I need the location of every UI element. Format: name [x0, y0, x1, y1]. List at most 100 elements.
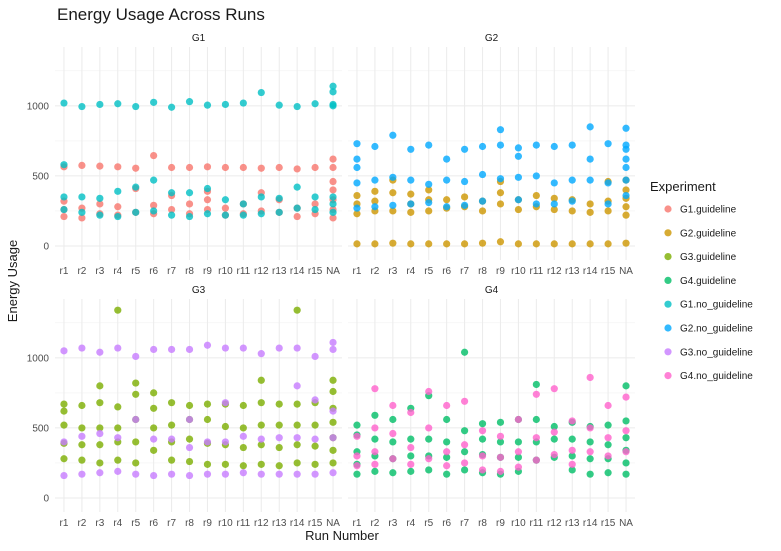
data-point: [132, 352, 140, 361]
data-point: [185, 401, 194, 410]
data-point: [114, 467, 122, 475]
data-point: [185, 443, 194, 452]
data-point: [96, 424, 104, 432]
data-point: [460, 177, 469, 186]
data-point: [586, 438, 594, 446]
data-point: [275, 434, 283, 442]
data-point: [622, 448, 630, 456]
x-tick-label: r10: [511, 518, 526, 529]
legend-key: [664, 372, 672, 380]
data-point: [329, 177, 337, 186]
data-point: [275, 443, 283, 452]
data-point: [460, 459, 469, 467]
facet-strip-label: G2: [485, 33, 499, 44]
data-point: [293, 306, 301, 314]
data-point: [239, 469, 247, 477]
data-point: [568, 452, 576, 460]
data-point: [257, 193, 265, 201]
data-point: [203, 101, 212, 109]
data-point: [496, 126, 505, 134]
data-point: [311, 205, 319, 214]
x-tick-label: r6: [442, 266, 451, 277]
legend-item: G4.guideline: [664, 276, 737, 287]
legend-key: [664, 253, 672, 261]
x-tick-label: r3: [95, 266, 104, 277]
data-point: [329, 208, 337, 216]
data-point: [496, 418, 505, 426]
data-point: [132, 183, 140, 191]
data-point: [407, 452, 415, 460]
data-point: [550, 240, 558, 248]
data-point: [407, 460, 415, 468]
legend: Experiment G1.guideline G2.guideline G3.gu…: [650, 179, 753, 382]
data-point: [185, 163, 194, 172]
data-point: [622, 155, 630, 163]
data-point: [389, 455, 397, 463]
y-tick-label: 500: [32, 423, 49, 434]
data-point: [239, 163, 247, 172]
data-point: [275, 194, 283, 202]
data-point: [329, 407, 337, 415]
data-point: [114, 434, 122, 442]
data-point: [460, 441, 469, 449]
data-point: [96, 469, 104, 477]
data-point: [150, 424, 158, 432]
data-point: [311, 435, 319, 443]
data-point: [460, 240, 469, 248]
data-point: [60, 407, 68, 415]
data-point: [353, 452, 361, 460]
data-point: [604, 421, 612, 429]
data-point: [568, 446, 576, 454]
data-point: [443, 196, 451, 204]
legend-label: G2.no_guideline: [680, 324, 753, 335]
data-point: [78, 161, 86, 170]
data-point: [478, 435, 487, 443]
x-tick-label: r5: [424, 518, 433, 529]
x-tick-label: r8: [185, 266, 194, 277]
data-point: [257, 164, 265, 172]
data-point: [514, 415, 523, 424]
data-point: [443, 155, 451, 163]
x-tick-label: r8: [185, 518, 194, 529]
x-tick-label: r4: [406, 266, 415, 277]
data-point: [568, 176, 576, 184]
data-point: [311, 200, 319, 208]
data-point: [60, 471, 68, 480]
data-point: [96, 162, 104, 170]
data-point: [221, 204, 230, 212]
data-point: [311, 460, 319, 468]
x-tick-label: r15: [601, 266, 616, 277]
data-point: [221, 196, 230, 204]
data-point: [568, 435, 576, 443]
data-point: [239, 99, 247, 107]
data-point: [460, 427, 469, 435]
data-point: [150, 98, 158, 106]
x-tick-label: r10: [218, 518, 233, 529]
data-point: [185, 415, 194, 424]
x-tick-label: r7: [460, 518, 469, 529]
data-point: [293, 421, 301, 429]
data-point: [132, 102, 140, 111]
panel-g4: G4 r1 r2 r3 r4 r5 r6 r7 r8 r9 r10 r11 r12 r13 r14 r15 NA: [348, 285, 635, 529]
data-point: [604, 452, 612, 460]
data-point: [496, 467, 505, 475]
data-point: [371, 197, 379, 205]
x-tick-label: r11: [529, 266, 543, 277]
x-tick-label: r12: [547, 266, 562, 277]
x-tick-label: r1: [60, 518, 69, 529]
data-point: [496, 175, 505, 183]
data-point: [239, 462, 247, 470]
legend-key: [664, 205, 672, 213]
x-tick-label: r5: [131, 518, 140, 529]
data-point: [550, 179, 558, 187]
facet-strip-label: G4: [485, 285, 499, 296]
x-tick-label: r10: [511, 266, 526, 277]
data-point: [311, 442, 319, 450]
data-point: [478, 239, 487, 247]
data-point: [568, 460, 576, 468]
x-tick-label: r7: [460, 266, 469, 277]
data-point: [532, 191, 540, 200]
x-tick-label: r11: [236, 266, 250, 277]
data-point: [407, 176, 415, 184]
data-point: [96, 348, 104, 356]
